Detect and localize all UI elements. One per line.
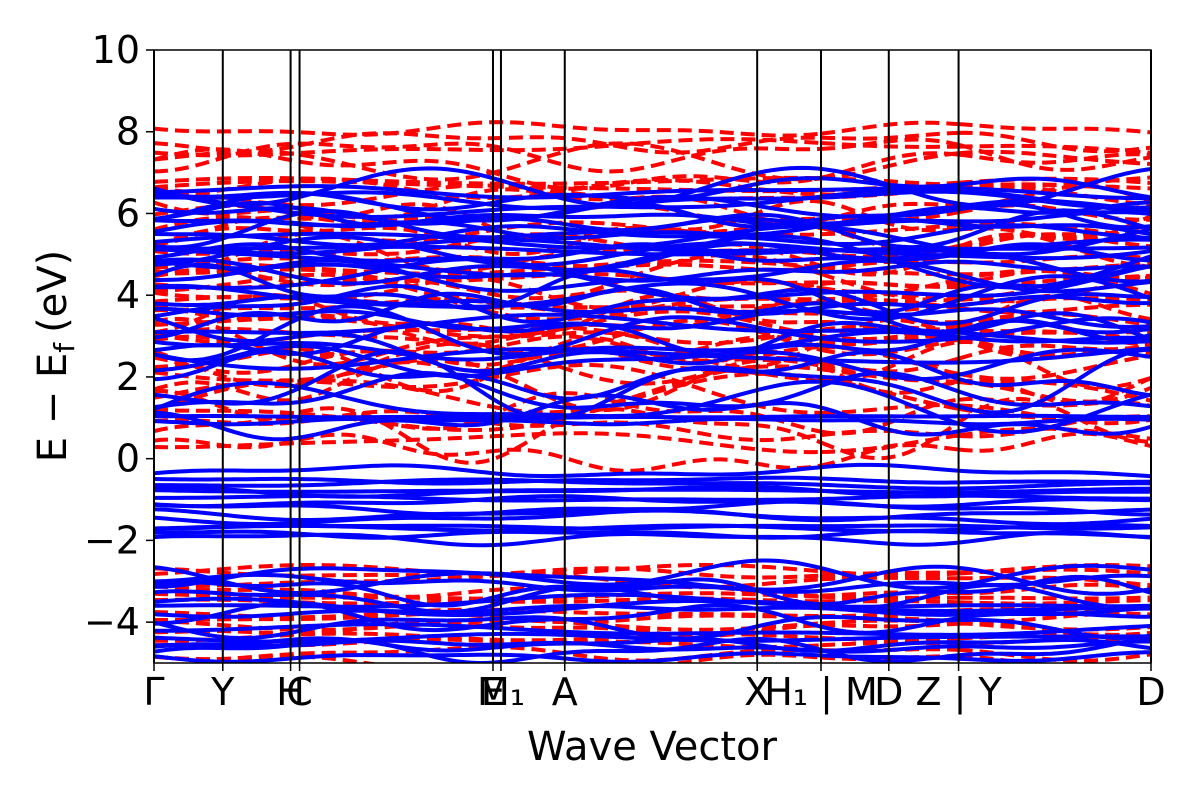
x-tick-label: M₁	[477, 670, 525, 714]
plot-frame	[153, 49, 1152, 664]
x-tick-label: Y	[210, 670, 235, 714]
y-axis-label: E − Ef (eV)	[30, 250, 81, 463]
x-tick-label: Γ	[143, 670, 164, 714]
y-tick-label: −2	[84, 518, 140, 562]
y-tick-label: 10	[92, 28, 140, 72]
solid-band-line	[154, 413, 1151, 420]
y-axis: −4 −2 0 2 4 6 8 10	[84, 28, 154, 644]
y-axis-label-main: E − E	[30, 353, 76, 463]
x-tick-label: C	[286, 670, 313, 714]
y-axis-label-unit: (eV)	[30, 250, 76, 333]
dashed-band-line	[154, 120, 1151, 138]
x-tick-label: H₁ | M	[764, 670, 878, 715]
solid-band-line	[154, 558, 1151, 591]
y-tick-label: −4	[84, 600, 140, 644]
x-tick-label: D	[1136, 670, 1165, 714]
y-tick-label: 0	[116, 437, 140, 481]
x-tick-label: H	[276, 670, 305, 714]
x-tick-label: D	[874, 670, 903, 714]
y-tick-label: 6	[116, 191, 140, 235]
solid-band-line	[154, 574, 1151, 608]
solid-band-line	[154, 165, 1151, 208]
x-axis-label: Wave Vector	[527, 724, 778, 770]
x-tick-label: E	[481, 670, 505, 714]
y-tick-label: 8	[116, 110, 140, 154]
dashed-band-line	[154, 591, 1151, 601]
dashed-band-line	[154, 137, 1151, 174]
dashed-band-line	[154, 130, 1151, 155]
solid-band-line	[154, 486, 1151, 495]
solid-band-line	[154, 475, 1151, 486]
x-tick-label: Z | Y	[915, 670, 1002, 715]
solid-bands-group	[154, 165, 1151, 663]
solid-band-line	[154, 462, 1151, 479]
x-tick-label: A	[552, 670, 578, 714]
y-axis-label-subscript: f	[48, 342, 81, 353]
y-tick-label: 2	[116, 355, 140, 399]
x-tick-label: X	[744, 670, 770, 714]
y-tick-label: 4	[116, 273, 140, 317]
